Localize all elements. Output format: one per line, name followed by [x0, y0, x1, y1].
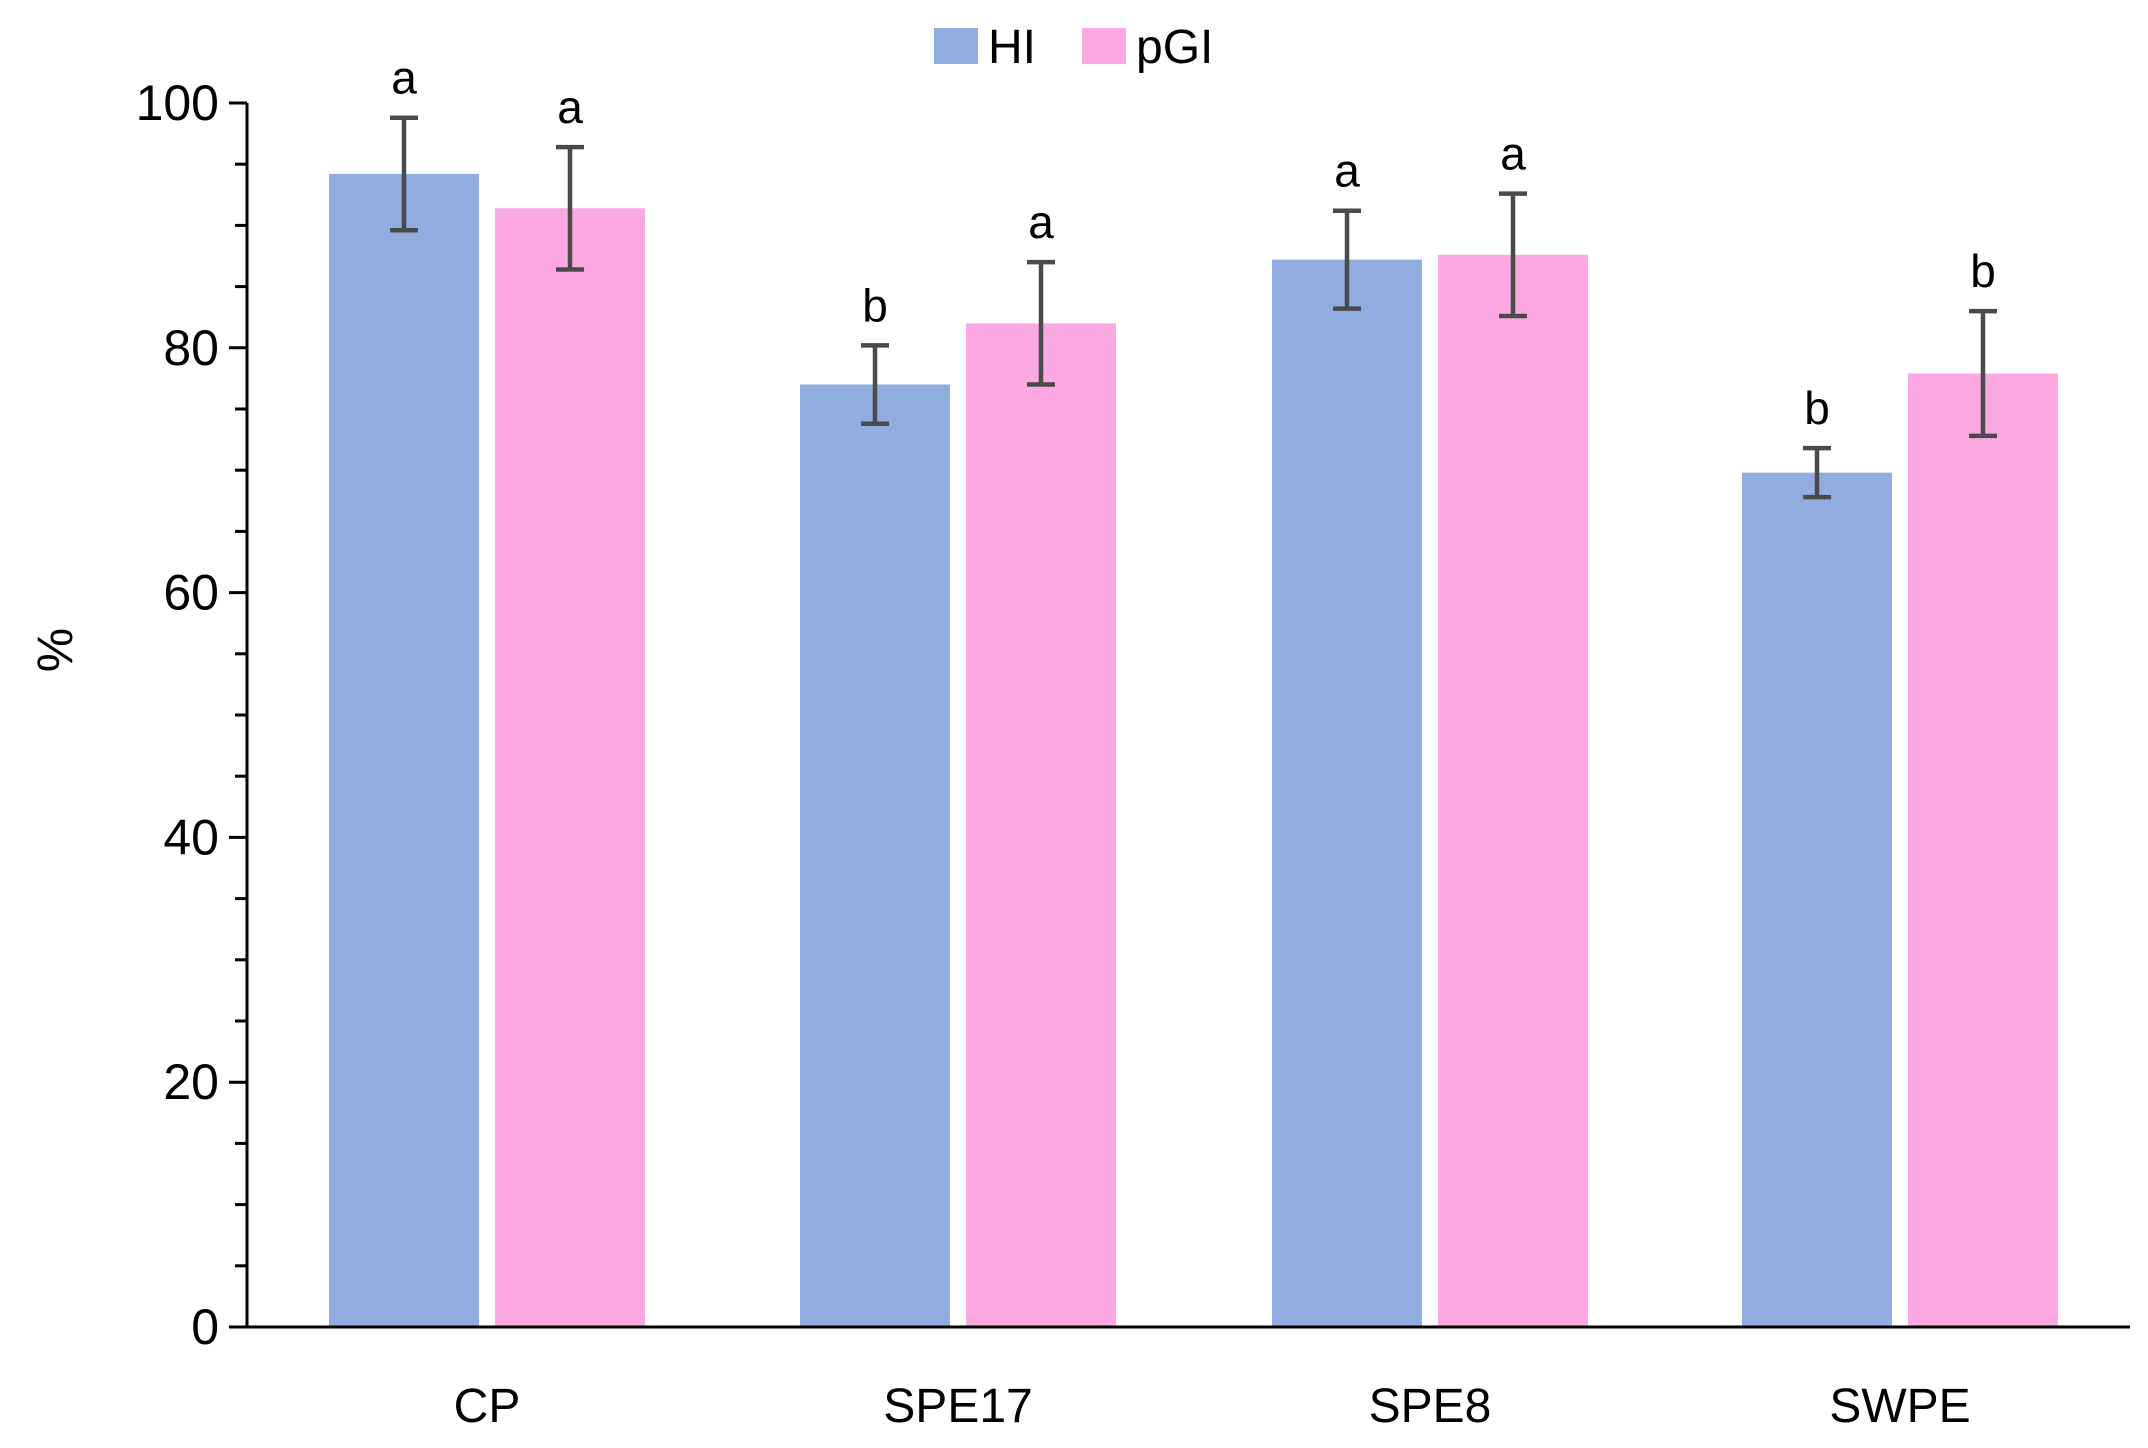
x-tick-label-spe17: SPE17 [883, 1380, 1032, 1433]
legend-label-pgi: pGI [1136, 21, 1213, 74]
significance-label-pgi-swpe: b [1970, 245, 1996, 297]
y-tick-label: 60 [163, 565, 219, 621]
bar-pgi-cp [495, 208, 645, 1327]
legend-swatch-hi [934, 28, 978, 64]
significance-label-pgi-spe17: a [1028, 196, 1054, 248]
significance-label-hi-cp: a [391, 52, 417, 104]
y-axis-title: % [27, 628, 83, 672]
x-tick-label-cp: CP [454, 1380, 521, 1433]
y-tick-label: 40 [163, 809, 219, 865]
significance-label-hi-swpe: b [1804, 382, 1830, 434]
bar-hi-spe8 [1272, 259, 1422, 1327]
x-axis-labels: CP SPE17 SPE8 SWPE [454, 1380, 1971, 1433]
bar-hi-spe17 [800, 384, 950, 1327]
bar-hi-swpe [1742, 472, 1892, 1327]
y-tick-label: 20 [163, 1054, 219, 1110]
error-bars [390, 115, 1997, 500]
y-axis-ticks: 0 20 40 60 80 100 [136, 75, 247, 1355]
y-tick-label: 0 [191, 1299, 219, 1355]
x-tick-label-swpe: SWPE [1829, 1380, 1970, 1433]
bars [329, 173, 2058, 1328]
y-tick-label: 100 [136, 75, 219, 131]
bar-hi-cp [329, 173, 479, 1328]
legend-swatch-pgi [1082, 28, 1126, 64]
bar-pgi-swpe [1908, 373, 2058, 1327]
bar-pgi-spe8 [1438, 254, 1588, 1327]
significance-labels: a a b a a a b b [391, 52, 1996, 434]
legend: HI pGI [934, 21, 1213, 74]
significance-label-hi-spe8: a [1334, 145, 1360, 197]
legend-label-hi: HI [988, 21, 1036, 74]
x-tick-label-spe8: SPE8 [1369, 1380, 1492, 1433]
bar-pgi-spe17 [966, 323, 1116, 1327]
significance-label-pgi-spe8: a [1500, 128, 1526, 180]
significance-label-pgi-cp: a [557, 81, 583, 133]
y-tick-label: 80 [163, 320, 219, 376]
significance-label-hi-spe17: b [862, 279, 888, 331]
